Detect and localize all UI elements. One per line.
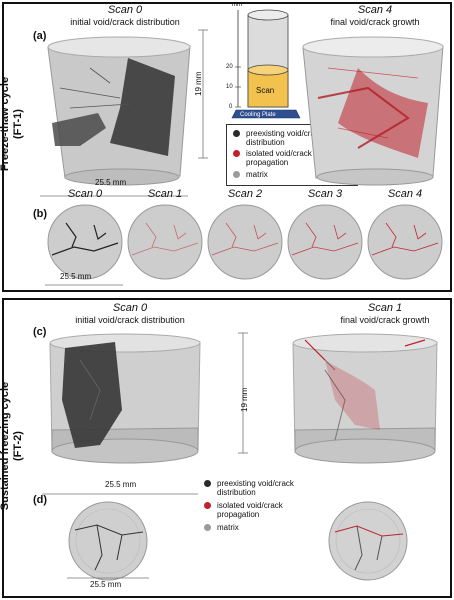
panel-label-d: (d) (33, 494, 48, 506)
legend-item-preexisting: preexisting void/crack distribution (204, 479, 317, 497)
sample-holder-schematic (231, 9, 301, 119)
slice-title-1: Scan 1 (147, 188, 183, 200)
schematic-scan-label: Scan (256, 86, 275, 95)
schematic-tick-20: 20 (226, 64, 233, 70)
ft2-slice-width-line (67, 577, 149, 579)
freeze-thaw-side-label: Freeze-thaw cycle (FT-1) (0, 49, 27, 199)
ft2-height-dimension-line (238, 332, 248, 454)
preexisting-marker (233, 130, 240, 137)
panel-label-b: (b) (33, 208, 48, 220)
ft2-height-dimension-label: 19 mm (240, 387, 249, 412)
matrix-marker (233, 171, 240, 178)
slice-image-3 (287, 204, 363, 280)
slice-title-2: Scan 2 (227, 188, 263, 200)
side-label-line-1: Sustained freezing cycle (0, 381, 11, 511)
matrix-marker (204, 524, 211, 531)
scan-0-subtitle: initial void/crack distribution (70, 17, 180, 27)
ft2-scan-1-volume-render (292, 333, 438, 464)
ft2-scan-0-title: Scan 0 (112, 302, 148, 314)
ft2-width-dimension-label: 25.5 mm (105, 480, 137, 489)
slice-title-0: Scan 0 (67, 188, 103, 200)
ft2-width-dimension-line (42, 493, 208, 495)
height-dimension-line (198, 29, 208, 159)
ft2-slice-width-label: 25.5 mm (90, 580, 122, 589)
legend-bottom: preexisting void/crack distribution isol… (198, 477, 328, 543)
legend-item-isolated: isolated void/crack propagation (204, 501, 317, 519)
legend-item-preexisting: preexisting void/crack distribution (233, 129, 346, 147)
panel-label-c: (c) (33, 326, 47, 338)
panel-label-a: (a) (33, 30, 47, 42)
slice-width-line (45, 284, 123, 286)
sustained-side-label: Sustained freezing cycle (FT-2) (0, 351, 27, 541)
ft2-scan-0-volume-render (49, 333, 201, 464)
ft2-scan-0-slice (68, 501, 148, 581)
scan-0-volume-render (47, 36, 191, 186)
schematic-unit-label: mm (232, 2, 242, 8)
schematic-tick-10: 10 (226, 84, 233, 90)
legend-matrix-text: matrix (246, 170, 268, 179)
legend-matrix-text: matrix (217, 523, 239, 532)
width-dimension-label: 25.5 mm (95, 178, 127, 187)
legend-isolated-text: isolated void/crack propagation (246, 149, 312, 167)
side-label-line-2: (FT-2) (12, 431, 24, 461)
scan-4-volume-render (302, 36, 444, 186)
slice-image-0 (47, 204, 123, 280)
ft2-scan-0-subtitle: initial void/crack distribution (75, 315, 185, 325)
width-dimension-line (40, 195, 188, 197)
slice-title-3: Scan 3 (307, 188, 343, 200)
legend-item-matrix: matrix (204, 523, 317, 532)
schematic-tick-0: 0 (229, 104, 233, 110)
slice-title-4: Scan 4 (387, 188, 423, 200)
slice-image-2 (207, 204, 283, 280)
legend-preexisting-text: preexisting void/crack distribution (246, 129, 323, 147)
schematic-cooling-plate-label: Cooling Plate (240, 112, 276, 118)
legend-preexisting-text: preexisting void/crack distribution (217, 479, 294, 497)
scan-4-title: Scan 4 (357, 4, 393, 16)
legend-item-matrix: matrix (233, 170, 346, 179)
slice-image-4 (367, 204, 443, 280)
legend-isolated-text: isolated void/crack propagation (217, 501, 283, 519)
slice-image-1 (127, 204, 203, 280)
ft2-scan-1-title: Scan 1 (367, 302, 403, 314)
isolated-marker (204, 502, 211, 509)
ft2-scan-1-slice (328, 501, 408, 581)
scan-0-title: Scan 0 (107, 4, 143, 16)
ft2-scan-1-subtitle: final void/crack growth (340, 315, 430, 325)
legend-item-isolated: isolated void/crack propagation (233, 149, 346, 167)
side-label-line-2: (FT-1) (12, 109, 24, 139)
slice-width-label: 25.5 mm (60, 272, 92, 281)
side-label-line-1: Freeze-thaw cycle (0, 76, 11, 172)
height-dimension-label: 19 mm (194, 71, 203, 96)
isolated-marker (233, 150, 240, 157)
scan-4-subtitle: final void/crack growth (330, 17, 420, 27)
preexisting-marker (204, 480, 211, 487)
